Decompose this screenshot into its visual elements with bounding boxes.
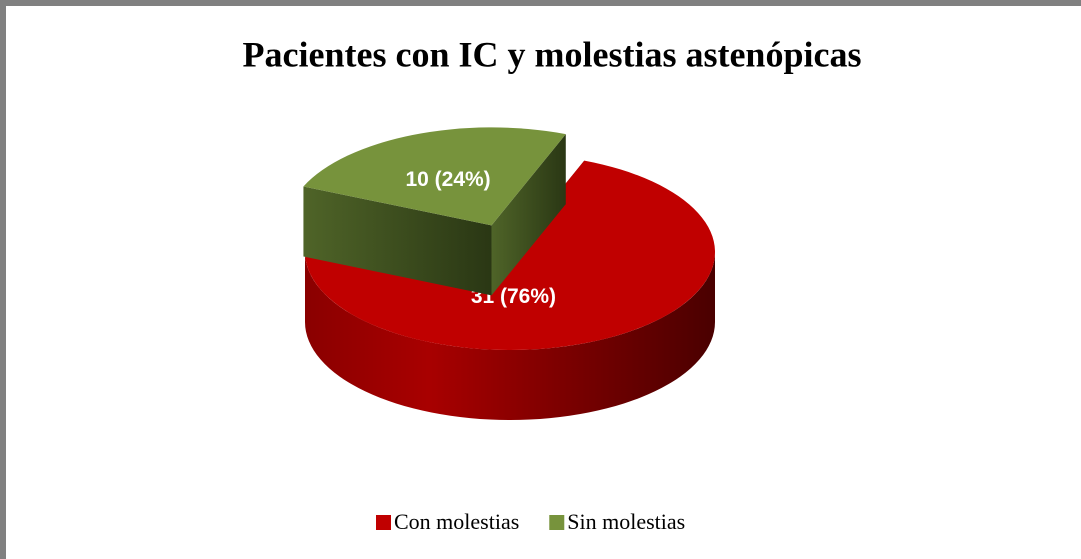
legend-label: Sin molestias	[567, 509, 685, 534]
slice	[303, 127, 566, 226]
slice-side	[491, 134, 566, 296]
legend-label: Con molestias	[394, 509, 519, 534]
legend-swatch	[549, 515, 565, 530]
data-label: 10 (24%)	[405, 168, 490, 191]
legend-swatch	[376, 515, 391, 530]
slice-wall	[305, 252, 715, 420]
slice-side	[303, 186, 492, 296]
chart-title: Pacientes con IC y molestias astenópicas	[243, 34, 862, 74]
